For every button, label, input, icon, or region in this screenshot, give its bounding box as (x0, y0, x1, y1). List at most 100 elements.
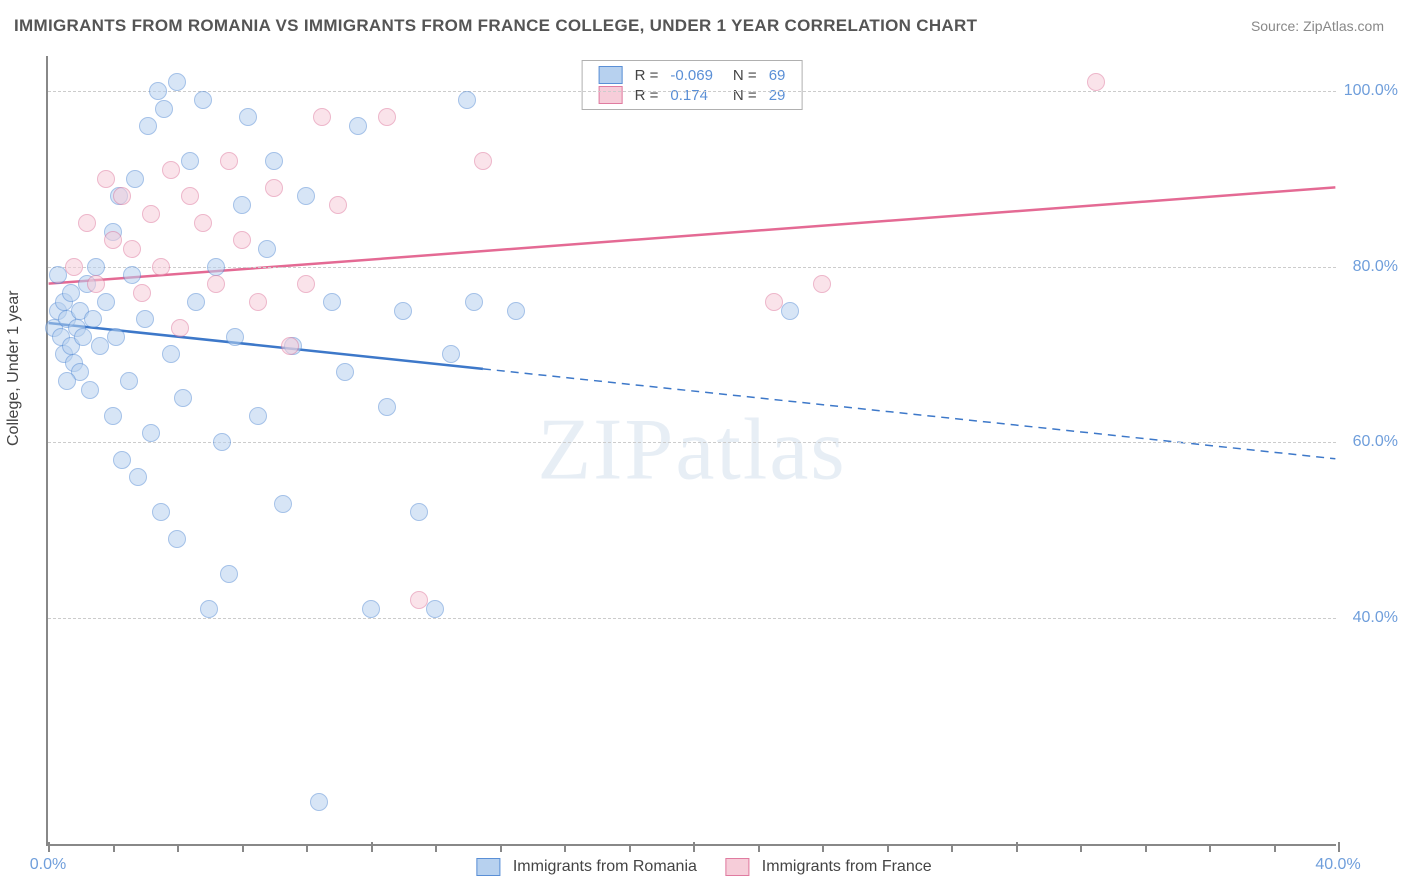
data-point-romania (310, 793, 328, 811)
data-point-romania (91, 337, 109, 355)
data-point-romania (274, 495, 292, 513)
data-point-romania (136, 310, 154, 328)
data-point-france (297, 275, 315, 293)
legend-row: R =0.174N =29 (593, 85, 792, 105)
x-minor-tick (758, 846, 760, 852)
gridline (48, 442, 1336, 443)
data-point-romania (781, 302, 799, 320)
x-tick-label: 0.0% (30, 856, 66, 874)
data-point-romania (62, 284, 80, 302)
data-point-romania (336, 363, 354, 381)
data-point-romania (258, 240, 276, 258)
data-point-romania (233, 196, 251, 214)
data-point-france (162, 161, 180, 179)
data-point-romania (362, 600, 380, 618)
data-point-france (65, 258, 83, 276)
data-point-france (194, 214, 212, 232)
legend-label-france: Immigrants from France (762, 858, 932, 875)
data-point-france (104, 231, 122, 249)
data-point-romania (181, 152, 199, 170)
data-point-france (233, 231, 251, 249)
data-point-romania (58, 372, 76, 390)
data-point-romania (81, 381, 99, 399)
x-tick (1016, 842, 1018, 852)
data-point-romania (323, 293, 341, 311)
series-legend: Immigrants from Romania Immigrants from … (452, 858, 931, 876)
data-point-romania (87, 258, 105, 276)
x-minor-tick (1274, 846, 1276, 852)
data-point-romania (104, 407, 122, 425)
y-tick-label: 100.0% (1344, 82, 1398, 100)
data-point-romania (155, 100, 173, 118)
data-point-romania (207, 258, 225, 276)
data-point-france (765, 293, 783, 311)
data-point-romania (152, 503, 170, 521)
data-point-romania (226, 328, 244, 346)
legend-swatch-romania (476, 858, 500, 876)
data-point-romania (97, 293, 115, 311)
data-point-france (97, 170, 115, 188)
data-point-france (123, 240, 141, 258)
gridline (48, 267, 1336, 268)
data-point-france (378, 108, 396, 126)
trend-lines-svg (48, 56, 1336, 844)
data-point-romania (213, 433, 231, 451)
data-point-romania (113, 451, 131, 469)
x-tick (1338, 842, 1340, 852)
data-point-romania (168, 530, 186, 548)
data-point-romania (239, 108, 257, 126)
data-point-romania (162, 345, 180, 363)
data-point-france (113, 187, 131, 205)
x-minor-tick (564, 846, 566, 852)
x-minor-tick (242, 846, 244, 852)
x-minor-tick (951, 846, 953, 852)
data-point-france (142, 205, 160, 223)
chart-title: IMMIGRANTS FROM ROMANIA VS IMMIGRANTS FR… (14, 16, 977, 36)
data-point-romania (442, 345, 460, 363)
x-minor-tick (1080, 846, 1082, 852)
data-point-romania (84, 310, 102, 328)
data-point-romania (507, 302, 525, 320)
data-point-france (281, 337, 299, 355)
data-point-romania (200, 600, 218, 618)
data-point-france (474, 152, 492, 170)
data-point-romania (265, 152, 283, 170)
data-point-romania (123, 266, 141, 284)
x-minor-tick (177, 846, 179, 852)
data-point-romania (129, 468, 147, 486)
data-point-romania (426, 600, 444, 618)
y-tick-label: 80.0% (1353, 258, 1398, 276)
data-point-france (249, 293, 267, 311)
x-minor-tick (1145, 846, 1147, 852)
chart-container: IMMIGRANTS FROM ROMANIA VS IMMIGRANTS FR… (0, 0, 1406, 892)
data-point-romania (194, 91, 212, 109)
x-tick (371, 842, 373, 852)
source-attribution: Source: ZipAtlas.com (1251, 18, 1384, 34)
data-point-romania (174, 389, 192, 407)
data-point-romania (297, 187, 315, 205)
x-minor-tick (306, 846, 308, 852)
data-point-france (313, 108, 331, 126)
plot-area: ZIPatlas R =-0.069N =69R =0.174N =29 Imm… (46, 56, 1336, 846)
data-point-romania (394, 302, 412, 320)
legend-label-romania: Immigrants from Romania (513, 858, 697, 875)
data-point-romania (168, 73, 186, 91)
legend-row: R =-0.069N =69 (593, 65, 792, 85)
data-point-france (329, 196, 347, 214)
x-minor-tick (1209, 846, 1211, 852)
data-point-france (78, 214, 96, 232)
data-point-romania (107, 328, 125, 346)
data-point-romania (378, 398, 396, 416)
data-point-romania (187, 293, 205, 311)
data-point-france (813, 275, 831, 293)
y-axis-label: College, Under 1 year (5, 290, 23, 446)
y-tick-label: 40.0% (1353, 609, 1398, 627)
data-point-france (265, 179, 283, 197)
data-point-france (152, 258, 170, 276)
x-tick (48, 842, 50, 852)
x-tick (693, 842, 695, 852)
y-tick-label: 60.0% (1353, 433, 1398, 451)
data-point-romania (120, 372, 138, 390)
data-point-romania (149, 82, 167, 100)
data-point-france (171, 319, 189, 337)
